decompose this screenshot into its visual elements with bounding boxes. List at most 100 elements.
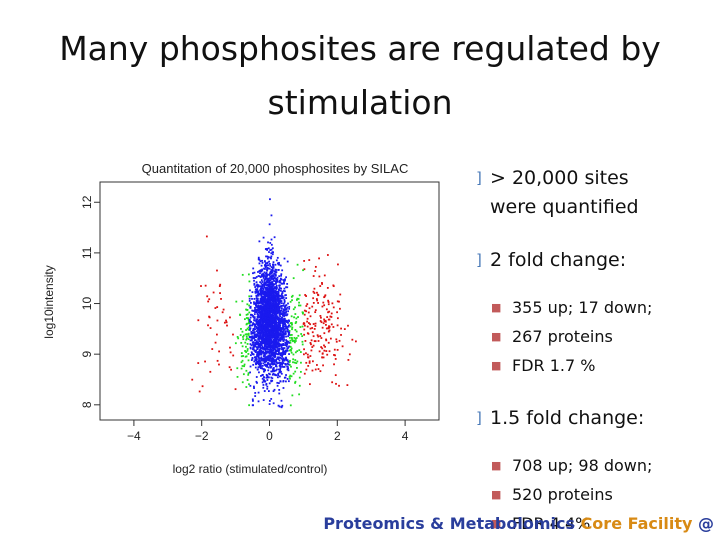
point-1-5fold <box>293 336 296 339</box>
point-unchanged <box>285 344 287 347</box>
point-unchanged <box>280 399 283 402</box>
point-unchanged <box>255 320 258 323</box>
point-unchanged <box>262 300 265 302</box>
point-1-5fold <box>290 295 293 298</box>
point-2fold <box>338 384 340 387</box>
point-2fold <box>326 254 329 256</box>
bullet-marker-icon: ] <box>476 169 482 187</box>
point-1-5fold <box>292 340 294 343</box>
point-unchanged <box>279 297 282 300</box>
point-unchanged <box>274 306 277 309</box>
point-unchanged <box>269 364 272 367</box>
point-unchanged <box>261 347 264 350</box>
point-2fold <box>209 370 212 373</box>
point-unchanged <box>275 332 278 335</box>
point-unchanged <box>267 362 269 364</box>
bullet-sites-text: > 20,000 sites <box>490 167 629 189</box>
point-unchanged <box>278 392 281 395</box>
point-2fold <box>218 350 221 353</box>
point-unchanged <box>262 302 264 305</box>
point-1-5fold <box>298 393 301 396</box>
point-unchanged <box>268 329 271 331</box>
point-unchanged <box>272 367 275 369</box>
point-1-5fold <box>288 330 291 332</box>
point-unchanged <box>280 352 283 355</box>
point-2fold <box>312 275 315 277</box>
point-2fold <box>314 265 317 268</box>
point-unchanged <box>255 330 258 333</box>
point-2fold <box>308 361 311 364</box>
point-unchanged <box>275 324 278 327</box>
point-unchanged <box>254 366 257 369</box>
point-1-5fold <box>296 367 298 369</box>
point-1-5fold <box>296 297 299 300</box>
point-unchanged <box>262 287 265 289</box>
point-unchanged <box>264 347 267 350</box>
point-2fold <box>325 323 327 326</box>
point-unchanged <box>266 363 268 366</box>
point-unchanged <box>286 378 289 380</box>
point-unchanged <box>258 362 261 365</box>
point-1-5fold <box>290 347 293 350</box>
point-unchanged <box>269 306 272 309</box>
point-1-5fold <box>294 322 297 325</box>
point-unchanged <box>275 365 278 368</box>
point-unchanged <box>263 283 266 286</box>
point-unchanged <box>265 310 268 313</box>
point-unchanged <box>269 354 272 356</box>
point-unchanged <box>277 368 280 371</box>
point-unchanged <box>274 356 277 358</box>
point-2fold <box>191 378 194 381</box>
point-unchanged <box>257 305 259 308</box>
point-unchanged <box>281 318 284 321</box>
point-unchanged <box>286 347 289 350</box>
point-unchanged <box>273 339 276 342</box>
point-unchanged <box>270 326 273 329</box>
point-unchanged <box>272 278 275 281</box>
point-unchanged <box>270 327 273 330</box>
point-unchanged <box>282 320 285 322</box>
point-unchanged <box>269 308 272 311</box>
point-2fold <box>320 346 323 348</box>
point-unchanged <box>271 361 274 364</box>
point-unchanged <box>257 308 260 311</box>
point-unchanged <box>261 328 264 330</box>
point-2fold <box>311 369 314 372</box>
point-unchanged <box>274 290 277 292</box>
point-1-5fold <box>247 318 250 321</box>
point-2fold <box>334 354 336 357</box>
point-unchanged <box>284 324 287 327</box>
point-unchanged <box>270 281 273 284</box>
point-1-5fold <box>294 370 297 373</box>
point-unchanged <box>273 295 276 298</box>
point-unchanged <box>270 271 273 273</box>
point-unchanged <box>259 308 261 311</box>
point-unchanged <box>284 349 287 352</box>
point-unchanged <box>268 267 271 270</box>
point-unchanged <box>277 321 280 324</box>
point-1-5fold <box>244 341 247 344</box>
point-2fold <box>321 283 324 285</box>
point-unchanged <box>284 330 287 333</box>
point-unchanged <box>261 261 264 264</box>
point-unchanged <box>273 356 276 358</box>
point-unchanged <box>260 362 262 365</box>
point-2fold <box>312 301 315 304</box>
point-unchanged <box>266 274 268 276</box>
point-1-5fold <box>241 359 244 362</box>
point-unchanged <box>270 318 273 321</box>
point-2fold <box>313 287 316 290</box>
point-unchanged <box>288 306 291 308</box>
point-unchanged <box>259 326 262 329</box>
point-unchanged <box>265 330 268 332</box>
point-1-5fold <box>289 404 292 407</box>
point-2fold <box>338 339 341 342</box>
point-unchanged <box>256 297 259 300</box>
point-unchanged <box>272 333 274 336</box>
point-2fold <box>323 344 325 347</box>
point-unchanged <box>268 282 271 284</box>
point-1-5fold <box>241 330 244 333</box>
point-unchanged <box>256 348 259 350</box>
point-unchanged <box>278 382 280 385</box>
point-unchanged <box>255 356 257 358</box>
